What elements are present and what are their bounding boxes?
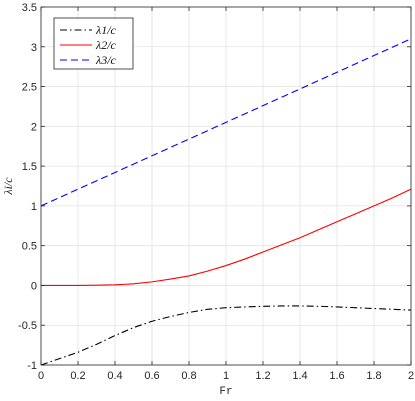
y-tick-label: 0	[31, 280, 37, 292]
y-tick-label: -0.5	[18, 320, 37, 332]
legend-box	[53, 17, 134, 70]
x-tick-label: 1	[223, 370, 229, 382]
legend-label-lambda1: λ1/c	[95, 23, 117, 37]
x-axis-label: Fr	[219, 386, 232, 398]
y-tick-label: -1	[27, 360, 37, 372]
y-tick-label: 1	[31, 201, 37, 213]
y-tick-label: 3	[31, 42, 37, 54]
series-line-lambda3	[40, 38, 412, 207]
axis-ticks: 0 0.2 0.4 0.6 0.8 1 1.2 1.4 1.6 1.8 2 -1 -0.5 0 0.5 1 1.…	[18, 2, 414, 382]
y-tick-label: 1.5	[22, 161, 37, 173]
y-tick-label: 2	[31, 121, 37, 133]
legend-label-lambda3: λ3/c	[95, 53, 117, 67]
x-tick-label: 1.8	[366, 370, 381, 382]
y-tick-label: 0.5	[22, 241, 37, 253]
x-tick-label: 0.6	[144, 370, 159, 382]
y-axis-label: λi/c	[1, 177, 15, 196]
x-tick-label: 0.8	[181, 370, 196, 382]
x-tick-label: 0.2	[70, 370, 85, 382]
x-tick-label: 1.2	[255, 370, 270, 382]
x-tick-label: 0.4	[107, 370, 122, 382]
x-tick-label: 0	[38, 370, 44, 382]
series-line-lambda1	[40, 305, 412, 366]
legend-label-lambda2: λ2/c	[95, 38, 117, 52]
series-group	[40, 38, 412, 366]
x-tick-label: 2	[408, 370, 414, 382]
y-tick-label: 3.5	[22, 2, 37, 14]
x-tick-label: 1.6	[329, 370, 344, 382]
legend: λ1/cλ2/cλ3/c	[53, 17, 134, 70]
series-line-lambda2	[41, 188, 412, 286]
x-tick-label: 1.4	[292, 370, 307, 382]
y-tick-label: 2.5	[22, 82, 37, 94]
